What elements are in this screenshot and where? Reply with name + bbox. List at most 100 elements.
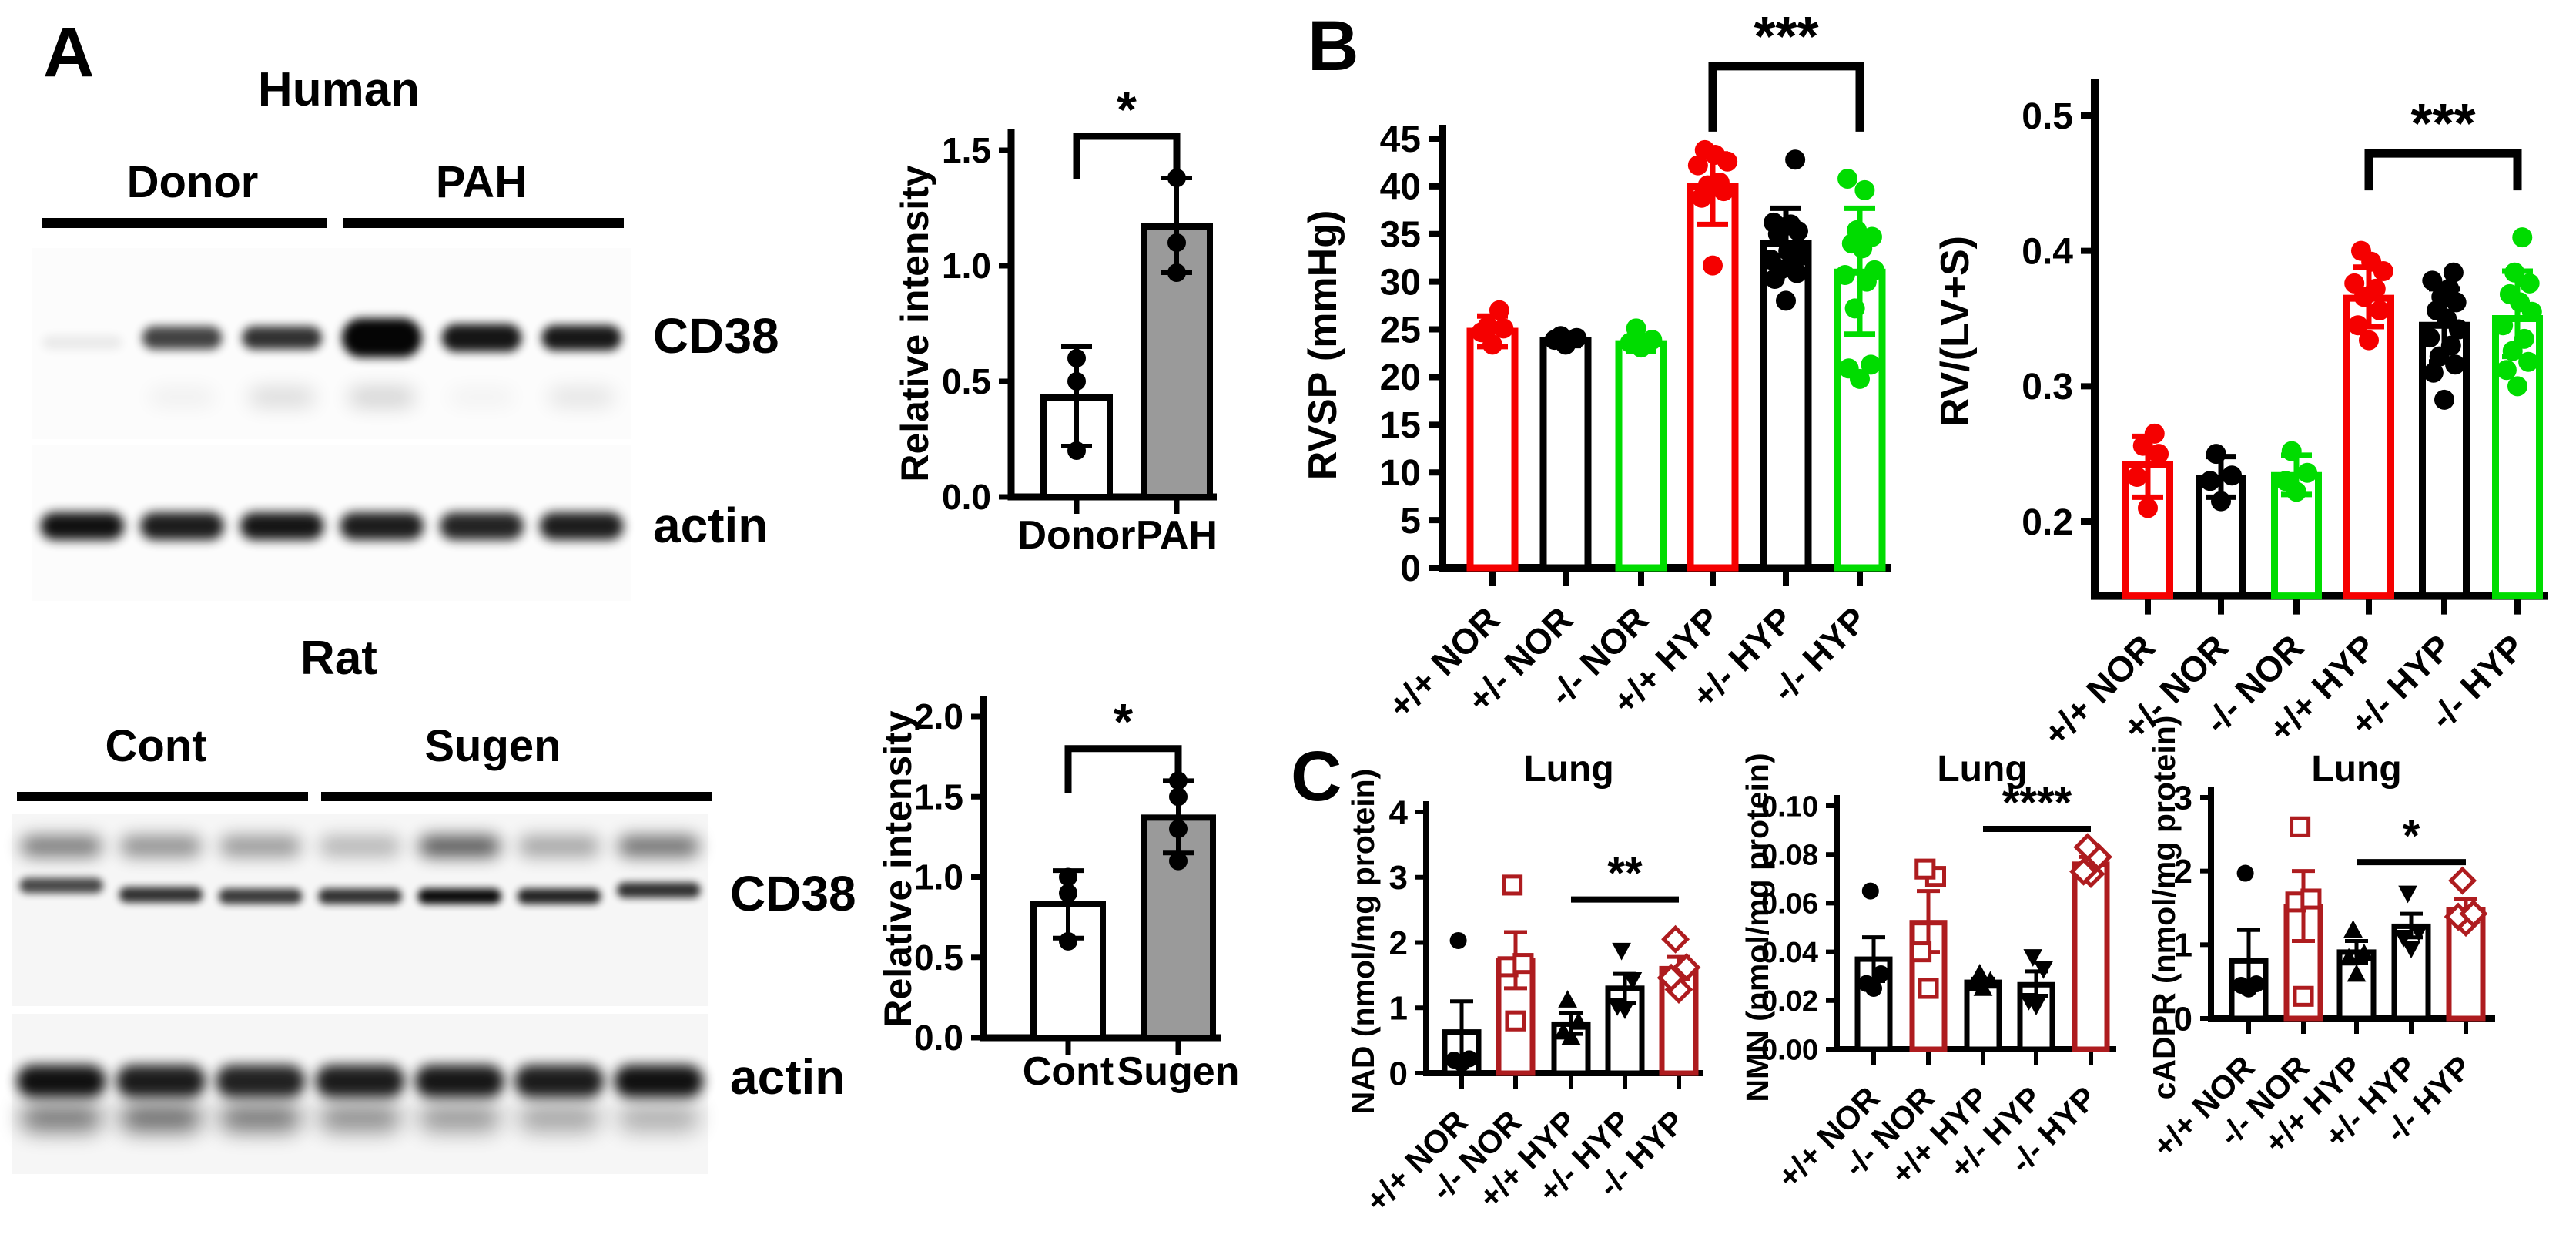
y-tick-label: 15 — [1380, 405, 1421, 446]
y-tick-label: 0.5 — [942, 361, 991, 401]
data-point — [2339, 948, 2359, 966]
data-point — [2275, 471, 2296, 491]
y-tick-label: 0.00 — [1761, 1034, 1818, 1066]
data-point — [2293, 985, 2314, 1007]
data-point — [2370, 300, 2390, 320]
blot-band — [20, 1105, 102, 1132]
blot-band — [119, 887, 203, 903]
significance-bracket — [2364, 149, 2522, 191]
data-point — [2347, 315, 2368, 336]
data-point — [1703, 255, 1723, 276]
data-point — [1838, 358, 1859, 379]
data-point — [2300, 888, 2322, 910]
data-point — [2514, 328, 2534, 349]
data-point — [2019, 993, 2038, 1011]
y-tick-label: 0.10 — [1761, 790, 1818, 823]
data-point — [1844, 298, 1865, 319]
data-point — [1857, 975, 1875, 992]
data-point — [2422, 270, 2443, 291]
blot-band — [448, 387, 515, 407]
significance-stars: * — [1117, 81, 1137, 138]
data-point — [2344, 273, 2365, 294]
blot-band — [441, 324, 522, 352]
significance-stars: * — [2403, 811, 2420, 861]
data-point — [2365, 278, 2386, 299]
y-tick-label: 0.2 — [2022, 502, 2073, 543]
rat-cd38-band-label: CD38 — [730, 866, 856, 921]
data-point — [1861, 882, 1879, 900]
blot-band — [618, 1105, 700, 1132]
data-point — [2144, 423, 2165, 444]
data-point — [1569, 1011, 1589, 1030]
data-point — [2199, 471, 2220, 491]
blot-band — [16, 1065, 106, 1098]
significance-stars: *** — [1754, 6, 1818, 68]
data-point — [2448, 866, 2477, 895]
y-tick-label: 0.0 — [914, 1018, 963, 1058]
data-point — [2443, 262, 2464, 283]
y-tick-label: 0.06 — [1761, 888, 1818, 921]
data-point — [1607, 998, 1627, 1016]
blot-band — [517, 888, 601, 904]
human-relative-intensity-chart: 0.0 0.5 1.0 1.5 * Relative intensity Donor PAH — [893, 81, 1218, 558]
blot-band — [318, 888, 402, 904]
data-point — [1623, 972, 1643, 990]
rat-group-cont-label: Cont — [105, 721, 207, 771]
y-tick-label: 30 — [1380, 262, 1421, 303]
data-point — [2206, 444, 2226, 465]
data-point — [2420, 327, 2440, 348]
rat-section-title: Rat — [300, 632, 377, 685]
data-point — [1512, 953, 1534, 975]
bar-+/- HYP — [2391, 923, 2431, 1022]
bar-+/+ NOR — [1854, 956, 1893, 1052]
data-point — [1970, 964, 1990, 981]
rat-relative-intensity-chart: 0.0 0.5 1.0 1.5 2.0 * Relative intensity Cont Su… — [876, 693, 1240, 1094]
data-point — [2440, 335, 2461, 356]
y-tick-label: 1 — [2174, 927, 2192, 965]
lung-nmn-chart: 0.00 0.02 0.04 0.06 0.08 0.10 **** NMN (nmol/mg… — [1740, 749, 2116, 1196]
data-point — [1861, 354, 1881, 375]
sugen-underline — [321, 792, 712, 801]
data-point — [2423, 362, 2444, 383]
data-point — [1872, 965, 1890, 983]
human-actin-blot — [32, 445, 631, 601]
data-point — [1059, 867, 1077, 887]
data-point — [2459, 899, 2488, 928]
significance-stars: **** — [2002, 778, 2072, 828]
data-point — [2512, 227, 2533, 248]
x-category-label: Cont — [1023, 1049, 1114, 1094]
y-tick-label: 3 — [2174, 779, 2192, 817]
significance-bracket — [1708, 62, 1864, 132]
blot-band — [414, 1065, 504, 1098]
significance-bracket — [1073, 133, 1181, 179]
blot-band — [418, 835, 501, 857]
y-tick-label: 0.5 — [2022, 96, 2073, 137]
data-point — [1854, 179, 1875, 200]
blot-band — [548, 387, 615, 407]
blot-membrane — [32, 445, 631, 601]
data-point — [2236, 864, 2254, 882]
data-point — [1059, 884, 1077, 903]
bar--/- NOR — [1615, 340, 1667, 572]
y-tick-label: 20 — [1380, 357, 1421, 398]
y-tick-label: 0.5 — [914, 938, 963, 978]
data-point — [2073, 833, 2102, 862]
y-tick-label: 5 — [1400, 501, 1421, 542]
y-tick-label: 0.04 — [1761, 937, 1818, 969]
data-point — [1460, 1050, 1478, 1068]
y-tick-label: 2 — [1389, 924, 1408, 962]
data-point — [2034, 961, 2053, 979]
data-point — [2126, 467, 2147, 488]
data-point — [2434, 389, 2454, 410]
y-axis-label: cADPR (nmol/mg protein) — [2146, 716, 2182, 1100]
y-axis-label: NAD (nmol/mg protein) — [1345, 769, 1381, 1115]
data-point — [1864, 260, 1885, 280]
data-point — [1561, 1027, 1581, 1045]
data-point — [2499, 283, 2520, 304]
x-category-label: Sugen — [1117, 1049, 1240, 1094]
blot-band — [340, 512, 424, 541]
data-point — [2350, 240, 2371, 261]
data-point — [2493, 315, 2514, 336]
data-point — [1661, 924, 1690, 954]
